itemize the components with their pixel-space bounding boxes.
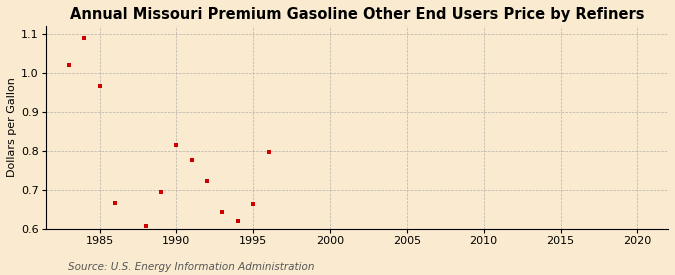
Point <box>232 219 243 223</box>
Point <box>263 150 274 154</box>
Point <box>171 143 182 147</box>
Y-axis label: Dollars per Gallon: Dollars per Gallon <box>7 78 17 177</box>
Point <box>79 35 90 40</box>
Point <box>186 157 197 162</box>
Point <box>140 224 151 229</box>
Point <box>63 63 74 67</box>
Point <box>217 210 228 214</box>
Point <box>95 84 105 89</box>
Text: Source: U.S. Energy Information Administration: Source: U.S. Energy Information Administ… <box>68 262 314 272</box>
Title: Annual Missouri Premium Gasoline Other End Users Price by Refiners: Annual Missouri Premium Gasoline Other E… <box>70 7 644 22</box>
Point <box>109 201 120 205</box>
Point <box>248 202 259 207</box>
Point <box>156 190 167 194</box>
Point <box>202 179 213 183</box>
